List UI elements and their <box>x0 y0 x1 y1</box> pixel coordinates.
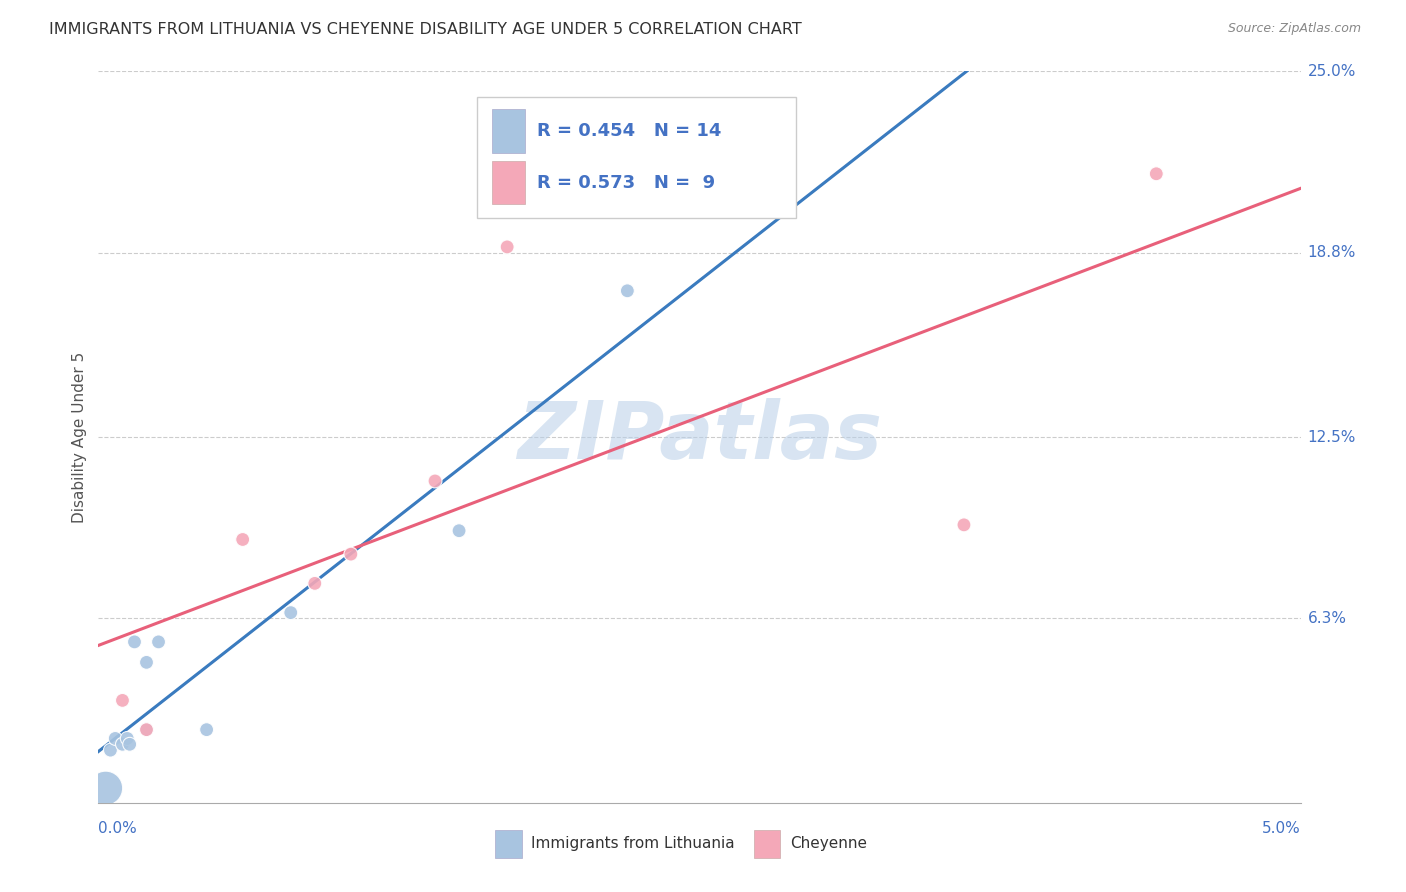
Point <box>423 474 446 488</box>
Point <box>953 517 976 532</box>
FancyBboxPatch shape <box>477 97 796 218</box>
Text: 0.0%: 0.0% <box>98 822 138 837</box>
Point <box>340 547 363 561</box>
Point <box>232 533 254 547</box>
Text: R = 0.573   N =  9: R = 0.573 N = 9 <box>537 174 716 192</box>
Text: 25.0%: 25.0% <box>1308 64 1355 78</box>
Text: Source: ZipAtlas.com: Source: ZipAtlas.com <box>1227 22 1361 36</box>
Point <box>616 284 638 298</box>
Y-axis label: Disability Age Under 5: Disability Age Under 5 <box>72 351 87 523</box>
Point <box>148 635 170 649</box>
Text: ZIPatlas: ZIPatlas <box>517 398 882 476</box>
Point <box>304 576 326 591</box>
Point <box>111 737 134 751</box>
Point <box>280 606 302 620</box>
Point <box>104 731 127 746</box>
Point <box>496 240 519 254</box>
FancyBboxPatch shape <box>754 830 780 858</box>
Text: 18.8%: 18.8% <box>1308 245 1355 260</box>
Point <box>135 656 157 670</box>
Text: Immigrants from Lithuania: Immigrants from Lithuania <box>531 837 735 851</box>
Text: 6.3%: 6.3% <box>1308 611 1347 626</box>
Point <box>94 781 117 796</box>
Point <box>117 731 139 746</box>
Point <box>118 737 141 751</box>
Point <box>135 723 157 737</box>
Point <box>135 723 157 737</box>
Point <box>1144 167 1167 181</box>
Point <box>100 743 122 757</box>
FancyBboxPatch shape <box>495 830 522 858</box>
Text: IMMIGRANTS FROM LITHUANIA VS CHEYENNE DISABILITY AGE UNDER 5 CORRELATION CHART: IMMIGRANTS FROM LITHUANIA VS CHEYENNE DI… <box>49 22 801 37</box>
Point <box>195 723 218 737</box>
Text: Cheyenne: Cheyenne <box>790 837 866 851</box>
Text: R = 0.454   N = 14: R = 0.454 N = 14 <box>537 122 721 140</box>
FancyBboxPatch shape <box>492 110 526 153</box>
Point <box>111 693 134 707</box>
Point <box>447 524 470 538</box>
Point <box>124 635 146 649</box>
Text: 5.0%: 5.0% <box>1261 822 1301 837</box>
FancyBboxPatch shape <box>492 161 526 204</box>
Text: 12.5%: 12.5% <box>1308 430 1355 444</box>
